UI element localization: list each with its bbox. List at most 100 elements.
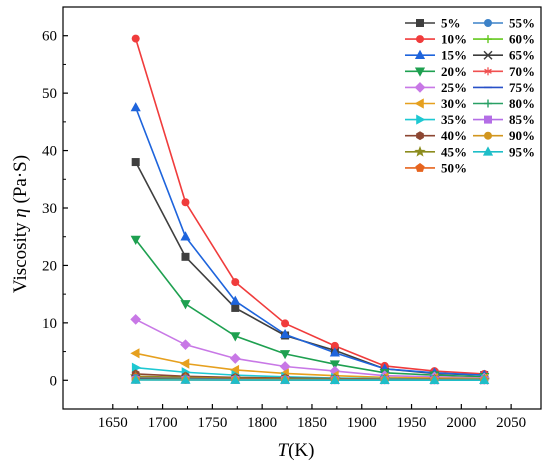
legend-marker bbox=[483, 50, 493, 60]
legend-marker bbox=[414, 67, 426, 77]
legend-entry: 60% bbox=[473, 32, 535, 47]
legend-entry: 50% bbox=[405, 160, 467, 175]
legend-marker bbox=[416, 114, 426, 125]
legend-entry: 95% bbox=[473, 144, 535, 159]
data-point bbox=[329, 360, 340, 370]
legend-label: 30% bbox=[441, 96, 467, 111]
legend-entry: 45% bbox=[405, 144, 467, 159]
x-axis-title: T(K) bbox=[278, 440, 315, 461]
data-point bbox=[230, 332, 241, 342]
data-point bbox=[131, 158, 140, 167]
legend-entry: 75% bbox=[473, 80, 535, 95]
legend-entry: 80% bbox=[473, 96, 535, 111]
series-line bbox=[135, 239, 485, 378]
legend-entry: 90% bbox=[473, 128, 535, 143]
legend-marker bbox=[414, 82, 426, 93]
legend-marker bbox=[416, 19, 424, 27]
data-point bbox=[131, 362, 142, 373]
legend-marker bbox=[484, 115, 492, 124]
legend-marker bbox=[484, 131, 492, 140]
data-point bbox=[229, 353, 241, 364]
data-point bbox=[131, 34, 140, 43]
x-tick-label: 1750 bbox=[197, 415, 227, 431]
series-line bbox=[135, 318, 485, 379]
data-point bbox=[180, 339, 191, 351]
data-point bbox=[329, 347, 340, 357]
data-point bbox=[231, 278, 240, 287]
legend-marker bbox=[484, 19, 492, 27]
legend-label: 50% bbox=[441, 160, 467, 175]
legend-label: 65% bbox=[509, 48, 535, 63]
data-point bbox=[130, 348, 140, 359]
data-point bbox=[279, 374, 291, 384]
data-point bbox=[180, 300, 191, 310]
series-markers bbox=[130, 34, 490, 385]
legend-marker bbox=[414, 145, 426, 157]
legend-entry: 5% bbox=[405, 16, 461, 31]
y-tick-label: 20 bbox=[42, 258, 57, 274]
legend-marker bbox=[416, 131, 424, 141]
data-point bbox=[281, 319, 290, 328]
legend-marker bbox=[414, 49, 426, 59]
data-point bbox=[330, 341, 339, 350]
data-point bbox=[180, 358, 190, 369]
series-line bbox=[135, 352, 485, 380]
legend-marker bbox=[484, 99, 492, 108]
legend-entry: 30% bbox=[405, 96, 467, 111]
data-point bbox=[130, 102, 141, 112]
series-lines bbox=[134, 38, 485, 382]
data-point bbox=[181, 252, 190, 261]
grid-and-axes bbox=[62, 6, 542, 410]
legend-marker bbox=[484, 67, 492, 76]
data-point bbox=[130, 235, 141, 246]
legend-entry: 65% bbox=[473, 48, 535, 63]
data-point bbox=[479, 374, 490, 385]
y-tick-label: 50 bbox=[42, 86, 57, 102]
data-point bbox=[379, 374, 390, 384]
legend-label: 85% bbox=[509, 112, 535, 127]
y-axis-title: Viscosity η (Pa·S) bbox=[10, 155, 31, 293]
x-tick-label: 1700 bbox=[148, 415, 178, 431]
legend-marker bbox=[482, 146, 494, 156]
legend-marker bbox=[415, 163, 425, 172]
tick-labels: 1650 1700 1750 1800 1850 1900 1950 2000 20500102… bbox=[42, 29, 526, 431]
legend-entry: 35% bbox=[405, 112, 467, 127]
y-tick-label: 10 bbox=[42, 316, 57, 332]
data-point bbox=[230, 374, 241, 384]
legend-label: 35% bbox=[441, 112, 467, 127]
x-tick-label: 1900 bbox=[347, 415, 377, 431]
legend-label: 75% bbox=[509, 80, 535, 95]
data-point bbox=[429, 374, 440, 384]
x-tick-label: 1950 bbox=[397, 415, 427, 431]
legend-entry: 70% bbox=[473, 64, 535, 79]
x-tick-label: 2050 bbox=[496, 415, 526, 431]
legend: 5%10%15%20%25%30%35%40%45%50% 55%60%65%70… bbox=[405, 16, 535, 175]
y-tick-label: 40 bbox=[42, 144, 57, 160]
legend-entry: 40% bbox=[405, 128, 467, 143]
x-tick-label: 1850 bbox=[297, 415, 327, 431]
legend-label: 90% bbox=[509, 128, 535, 143]
series-line bbox=[134, 107, 485, 376]
legend-entry: 20% bbox=[405, 64, 467, 79]
legend-label: 55% bbox=[509, 16, 535, 31]
legend-entry: 55% bbox=[473, 16, 535, 31]
legend-label: 70% bbox=[509, 64, 535, 79]
plot-frame bbox=[62, 6, 542, 410]
legend-entry: 15% bbox=[405, 48, 467, 63]
data-point bbox=[231, 303, 240, 312]
data-point bbox=[230, 295, 241, 305]
legend-entry: 10% bbox=[405, 32, 467, 47]
series-line bbox=[134, 38, 485, 375]
legend-label: 40% bbox=[441, 128, 467, 143]
legend-label: 20% bbox=[441, 64, 467, 79]
data-point bbox=[130, 374, 141, 384]
legend-entry: 25% bbox=[405, 80, 467, 95]
data-point bbox=[329, 374, 340, 384]
data-point bbox=[279, 350, 291, 360]
legend-label: 80% bbox=[509, 96, 535, 111]
data-point bbox=[130, 314, 142, 325]
data-point bbox=[181, 198, 190, 207]
legend-label: 95% bbox=[509, 144, 535, 159]
legend-label: 25% bbox=[441, 80, 467, 95]
